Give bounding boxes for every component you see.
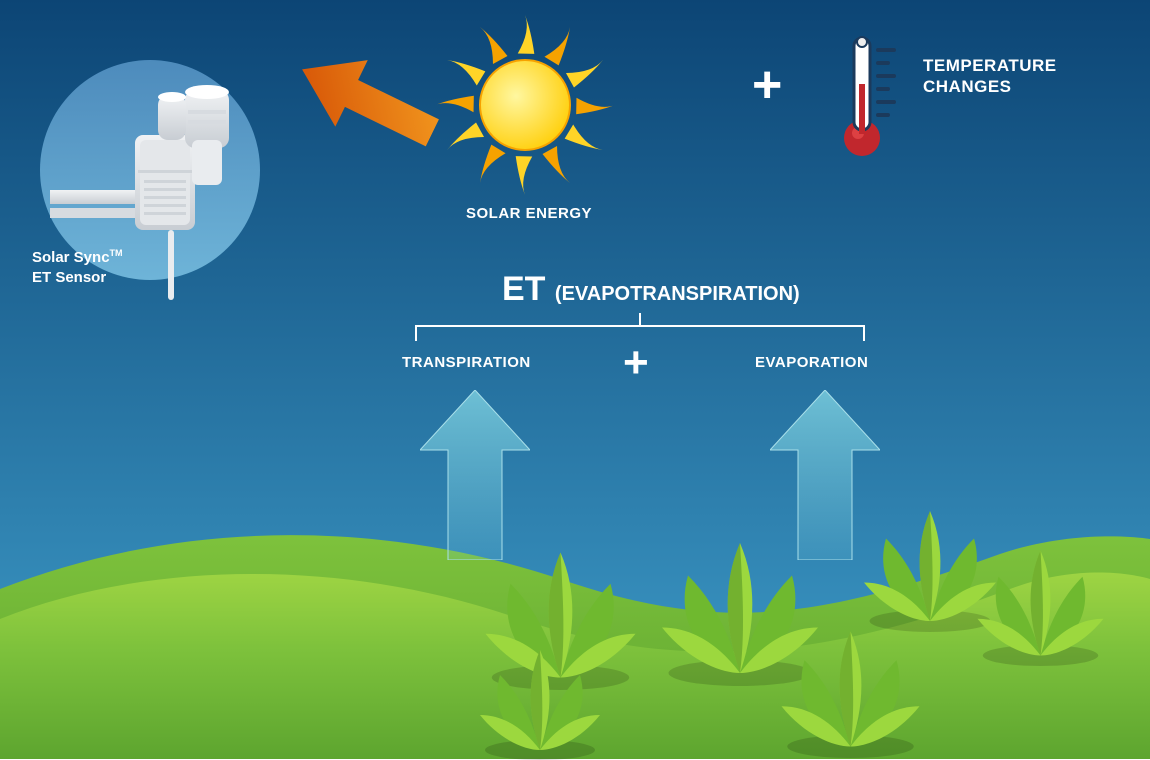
temperature-label-line1: TEMPERATURE: [923, 56, 1057, 75]
transpiration-label: TRANSPIRATION: [402, 354, 531, 371]
temperature-label-line2: CHANGES: [923, 77, 1012, 96]
sensor-label: Solar SyncTM ET Sensor: [32, 248, 123, 287]
sensor-label-line1: Solar Sync: [32, 249, 110, 266]
et-title-main: ET: [502, 270, 545, 308]
sensor-label-tm: TM: [110, 248, 123, 258]
evaporation-label: EVAPORATION: [755, 354, 868, 371]
et-title: ET (EVAPOTRANSPIRATION): [502, 270, 800, 309]
up-arrow-transpiration-icon: [420, 390, 530, 560]
sun-icon: [430, 10, 620, 200]
plant-icon: [967, 540, 1114, 666]
plus-center: +: [623, 338, 649, 388]
plant-icon: [770, 620, 931, 758]
solar-energy-label: SOLAR ENERGY: [466, 205, 592, 222]
temperature-label: TEMPERATURE CHANGES: [923, 55, 1057, 98]
et-title-sub: (EVAPOTRANSPIRATION): [555, 283, 800, 305]
et-bracket: [415, 325, 865, 327]
plant-icon: [470, 640, 610, 760]
plus-top: +: [752, 55, 782, 115]
sensor-label-line2: ET Sensor: [32, 269, 106, 286]
et-bracket-stem: [639, 313, 641, 325]
thermometer-icon: [840, 30, 900, 160]
